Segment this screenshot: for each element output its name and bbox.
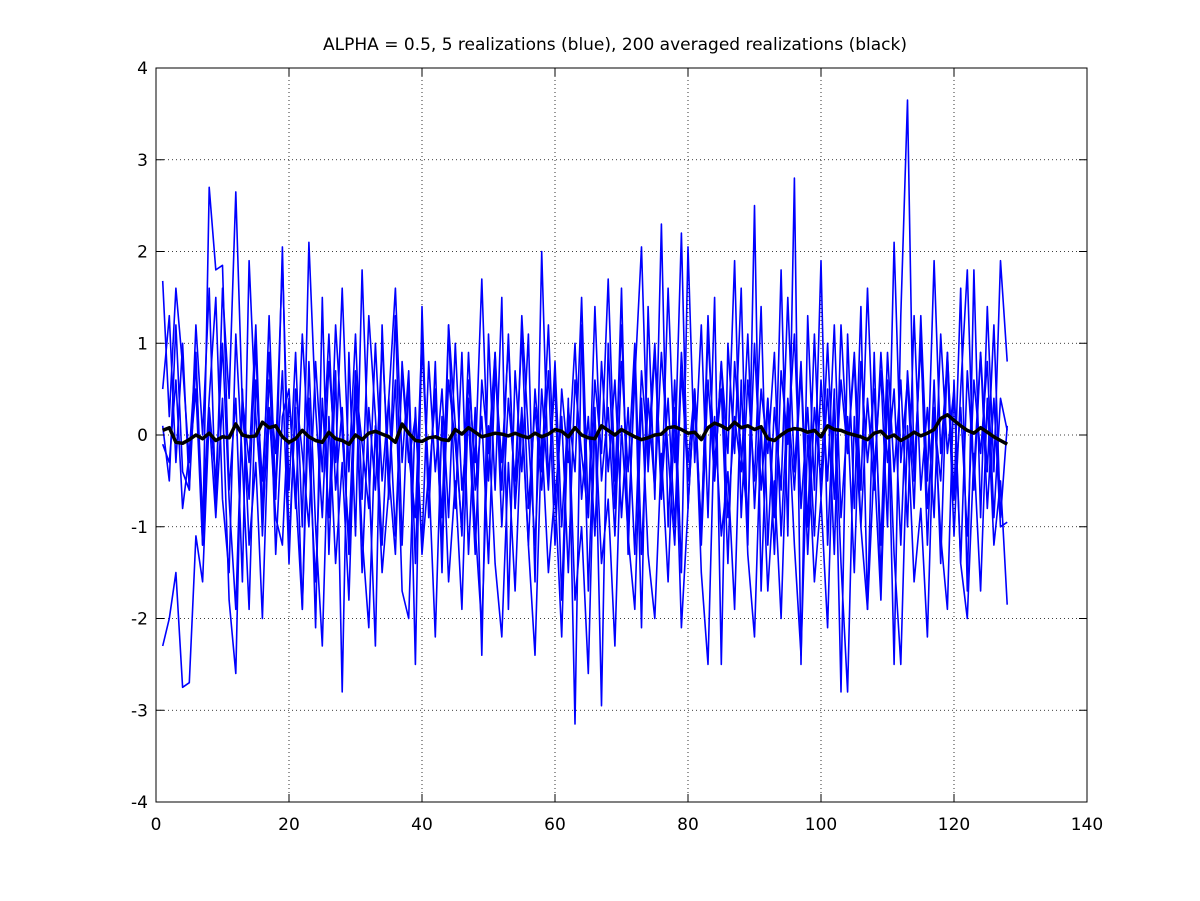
y-tick-label: -4 xyxy=(131,793,148,813)
y-tick-label: -1 xyxy=(131,518,148,538)
y-tick-label: -2 xyxy=(131,610,148,630)
x-tick-label: 120 xyxy=(938,815,970,835)
y-tick-label: 1 xyxy=(137,334,148,354)
x-tick-label: 0 xyxy=(151,815,162,835)
x-tick-label: 80 xyxy=(677,815,699,835)
average-series-line xyxy=(162,413,1009,446)
realization-series-line xyxy=(161,360,1008,693)
y-tick-label: -3 xyxy=(131,701,148,721)
y-tick-labels: -4 -3 -2 -1 0 1 2 3 4 xyxy=(131,59,148,813)
x-tick-labels: 0 20 40 60 80 100 120 140 xyxy=(151,815,1104,835)
plot-series xyxy=(161,99,1009,725)
x-tick-label: 60 xyxy=(544,815,566,835)
realization-series-line xyxy=(161,296,1008,611)
x-tick-label: 20 xyxy=(278,815,300,835)
y-tick-label: 4 xyxy=(137,59,148,79)
y-tick-label: 3 xyxy=(137,151,148,171)
x-tick-label: 140 xyxy=(1071,815,1103,835)
realization-series-line xyxy=(161,324,1008,611)
y-tick-label: 2 xyxy=(137,243,148,263)
x-tick-label: 100 xyxy=(805,815,837,835)
y-tick-label: 0 xyxy=(137,426,148,446)
ticks xyxy=(155,67,1088,803)
realization-series-line xyxy=(161,191,1008,565)
chart-title: ALPHA = 0.5, 5 realizations (blue), 200 … xyxy=(323,35,907,55)
x-tick-label: 40 xyxy=(411,815,433,835)
